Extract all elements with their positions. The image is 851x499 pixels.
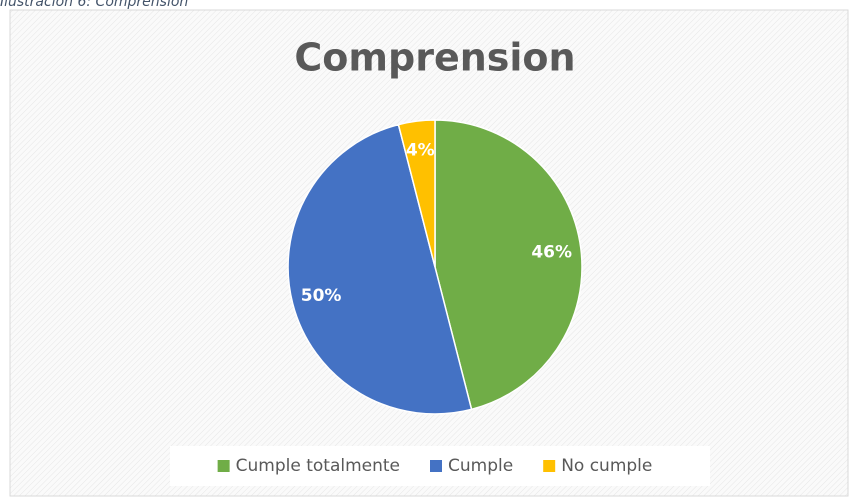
legend-swatch <box>430 460 442 472</box>
pie-slice <box>397 119 436 268</box>
pie-slice <box>434 119 583 411</box>
legend-swatch <box>217 460 230 472</box>
caption: Ilustración 6: Comprension <box>0 0 188 10</box>
data-label: 46% <box>531 242 572 262</box>
legend-label: No cumple <box>561 456 652 476</box>
legend-label: Cumple totalmente <box>236 456 400 476</box>
data-label: 4% <box>406 140 435 160</box>
chart-title: Comprension <box>294 36 575 80</box>
pie-slice <box>287 123 473 415</box>
data-label: 50% <box>301 286 342 306</box>
legend-swatch <box>543 460 556 472</box>
legend-label: Cumple <box>448 456 513 476</box>
